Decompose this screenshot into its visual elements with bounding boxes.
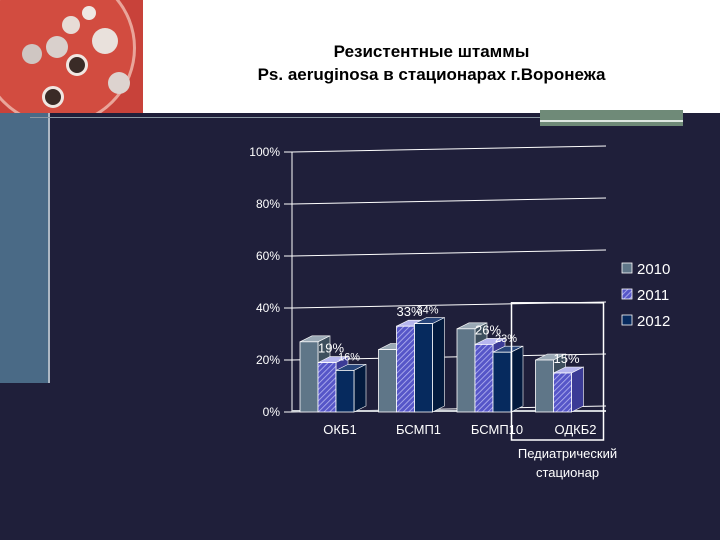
accent-line — [540, 120, 683, 122]
title-line-1: Резистентные штаммы — [333, 42, 530, 61]
y-tick-label: 20% — [256, 353, 280, 367]
pediatric-note-line-1: Педиатрический — [517, 446, 618, 461]
legend-label: 2011 — [637, 287, 669, 304]
bar-2010 — [299, 341, 319, 413]
data-label: 23% — [495, 333, 517, 345]
legend-label: 2012 — [637, 313, 670, 330]
legend-swatch-2012 — [621, 314, 633, 326]
bar-2011 — [474, 343, 494, 413]
title-band — [143, 0, 720, 113]
y-tick-label: 80% — [256, 197, 280, 211]
legend-swatch-2011 — [621, 288, 633, 300]
petri-dish-photo — [0, 0, 143, 113]
bar-2012 — [492, 351, 512, 413]
data-label: 19% — [318, 341, 344, 356]
bar-side — [571, 366, 584, 413]
highlight-box — [510, 302, 605, 441]
x-tick-label: БСМП10 — [471, 422, 523, 437]
legend-swatch-2010 — [621, 262, 633, 274]
y-tick-label: 60% — [256, 249, 280, 263]
accent-block — [540, 110, 683, 126]
left-accent-bar — [0, 113, 50, 383]
data-label: 34% — [416, 305, 438, 317]
x-tick-label: ОКБ1 — [323, 422, 356, 437]
bar-2010 — [378, 349, 397, 413]
title-line-2: Ps. aeruginosa в стационарах г.Воронежа — [257, 65, 606, 84]
bar-side — [510, 345, 524, 413]
bar-2010 — [535, 359, 554, 413]
pediatric-note-line-2: стационар — [535, 465, 600, 480]
y-tick-label: 0% — [263, 405, 281, 419]
data-label: 15% — [553, 351, 579, 366]
chart-floor — [292, 410, 606, 412]
x-tick-label: БСМП1 — [396, 422, 441, 437]
data-label: 26% — [475, 322, 501, 337]
pediatric-note: Педиатрический стационар — [505, 444, 630, 482]
bar-2012 — [414, 323, 433, 413]
gridline — [291, 249, 607, 257]
bar-side — [432, 317, 445, 413]
data-label: 33% — [396, 304, 422, 319]
data-label: 16% — [338, 351, 360, 363]
y-tick-label: 40% — [256, 301, 280, 315]
legend-label: 2010 — [637, 261, 670, 278]
gridline — [291, 145, 607, 153]
divider-line — [30, 117, 540, 118]
bar-side — [353, 363, 367, 413]
y-tick-label: 100% — [249, 145, 280, 159]
bar-2011 — [396, 325, 415, 413]
slide-title: Резистентные штаммы Ps. aeruginosa в ста… — [143, 40, 720, 86]
bar-2011 — [553, 372, 572, 413]
x-tick-label: ОДКБ2 — [555, 422, 597, 437]
bar-2011 — [317, 362, 337, 413]
gridline — [291, 197, 607, 205]
bar-2010 — [456, 328, 476, 413]
bar-2012 — [335, 369, 355, 413]
